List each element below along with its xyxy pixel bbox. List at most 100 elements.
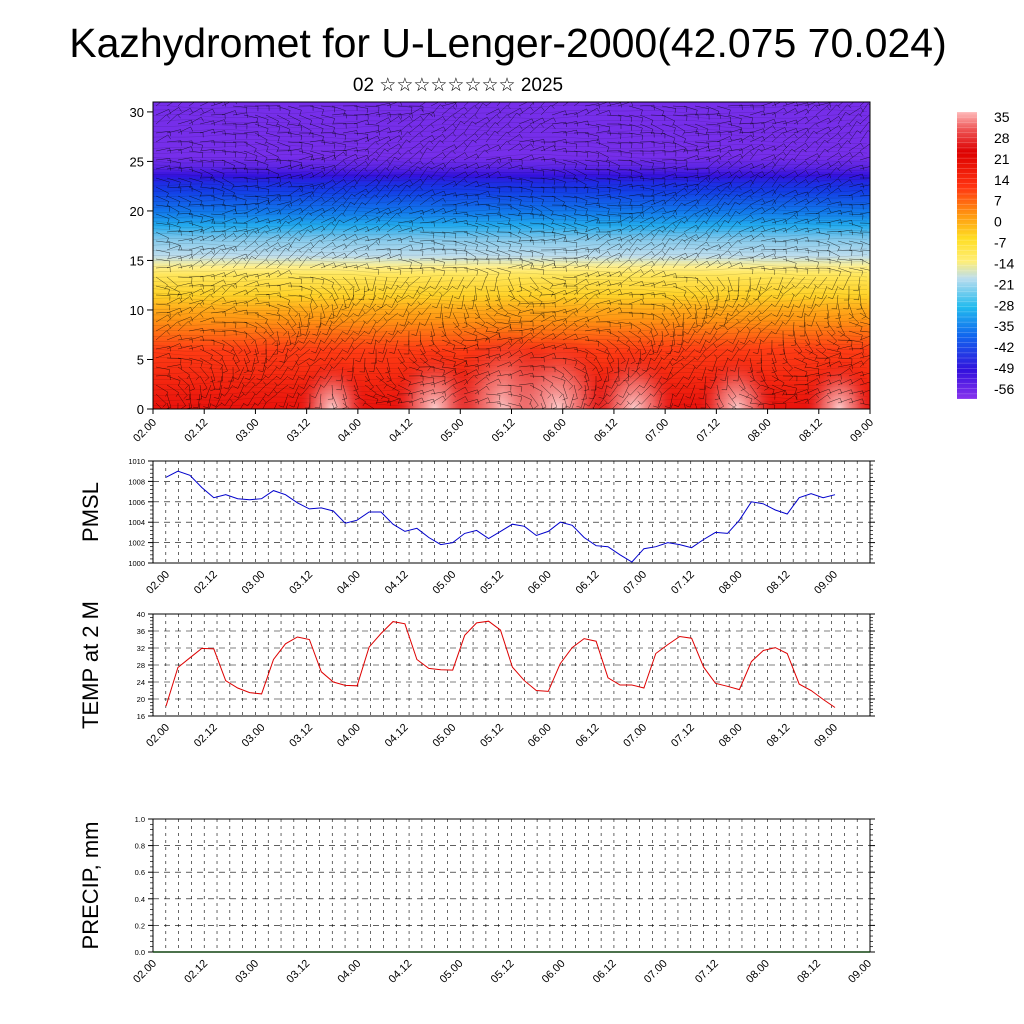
wind-barb xyxy=(298,366,311,380)
wind-barb xyxy=(653,393,663,408)
wind-barb xyxy=(221,102,237,107)
wind-barb xyxy=(342,185,357,197)
isotherm-line xyxy=(153,297,868,303)
wind-barb xyxy=(683,175,699,181)
wind-barb xyxy=(540,124,556,134)
wind-barb xyxy=(166,186,182,194)
wind-barb xyxy=(562,297,579,305)
y-tick-label: 1010 xyxy=(128,457,145,466)
wind-barb xyxy=(177,102,183,107)
wind-barb xyxy=(724,285,731,301)
wind-barb xyxy=(188,302,203,314)
wind-barb xyxy=(386,212,401,224)
temperature-band xyxy=(153,196,870,200)
wind-barb xyxy=(749,244,766,251)
wind-barb xyxy=(243,249,259,260)
wind-barb xyxy=(386,384,400,397)
temperature-band xyxy=(153,151,870,155)
wind-barb xyxy=(298,229,312,242)
wind-barb xyxy=(265,321,275,337)
wind-barb xyxy=(155,213,170,224)
wind-barb xyxy=(714,330,729,341)
wind-barb xyxy=(199,159,215,167)
wind-barb xyxy=(639,375,652,389)
wind-barb xyxy=(166,107,182,116)
wind-barb xyxy=(320,206,336,215)
wind-barb xyxy=(584,107,600,116)
wind-barb xyxy=(274,375,289,387)
wind-barb xyxy=(243,159,259,166)
wind-barb xyxy=(199,250,215,260)
wind-barb xyxy=(749,265,765,272)
wind-barb xyxy=(284,348,300,359)
wind-barb xyxy=(177,291,193,298)
wind-barb xyxy=(749,198,765,206)
wind-barb xyxy=(529,195,544,205)
temperature-band xyxy=(153,233,870,237)
wind-barb xyxy=(727,114,742,124)
wind-barb xyxy=(496,351,512,359)
wind-barb xyxy=(837,249,853,256)
wind-barb xyxy=(782,108,798,116)
wind-barb xyxy=(848,360,865,368)
wind-barb xyxy=(166,166,182,173)
wind-barb xyxy=(287,231,302,242)
isotherm-line xyxy=(153,252,868,259)
x-tick-label: 03.12 xyxy=(285,417,313,445)
wind-barb xyxy=(639,222,655,233)
wind-barb xyxy=(375,117,391,125)
wind-barb xyxy=(793,248,809,254)
wind-barb xyxy=(342,160,358,170)
wind-barb xyxy=(617,215,633,224)
wind-barb xyxy=(782,133,798,143)
wind-barb xyxy=(377,294,388,309)
wind-barb xyxy=(738,104,754,110)
wind-barb xyxy=(308,366,322,379)
wind-barb xyxy=(551,289,568,296)
wind-barb xyxy=(452,113,467,125)
wind-barb xyxy=(848,107,864,116)
wind-barb xyxy=(793,102,810,108)
wind-barb xyxy=(804,186,820,197)
wind-barb xyxy=(804,228,821,234)
wind-barb xyxy=(351,312,366,323)
wind-barb xyxy=(232,177,248,183)
wind-barb xyxy=(685,393,696,408)
wind-barb xyxy=(314,393,322,409)
wind-barb xyxy=(727,201,740,215)
wind-barb xyxy=(463,303,470,320)
wind-barb xyxy=(617,176,633,182)
wind-barb xyxy=(207,402,223,409)
wind-barb xyxy=(296,321,302,337)
wind-barb xyxy=(562,285,578,292)
wind-barb xyxy=(705,159,721,170)
wind-barb xyxy=(683,294,692,310)
wind-barb xyxy=(584,339,600,347)
wind-barb xyxy=(397,400,413,406)
wind-barb xyxy=(320,165,337,171)
wind-barb xyxy=(848,231,864,239)
wind-barb xyxy=(848,378,864,386)
wind-barb xyxy=(782,189,799,197)
colorbar-tick-label: 14 xyxy=(994,172,1010,188)
wind-barb xyxy=(320,402,322,409)
wind-barb xyxy=(661,283,677,289)
wind-barb xyxy=(639,312,655,321)
wind-barb xyxy=(859,103,870,116)
wind-barb xyxy=(342,193,356,206)
wind-barb xyxy=(573,186,589,193)
wind-barb xyxy=(308,303,314,320)
wind-barb xyxy=(826,187,842,197)
x-tick-label: 07.12 xyxy=(669,722,697,750)
wind-barb xyxy=(771,167,786,179)
wind-barb xyxy=(804,102,821,107)
wind-barb xyxy=(607,123,622,129)
wind-barb xyxy=(441,384,457,395)
wind-barb xyxy=(252,384,267,396)
wind-barb xyxy=(650,250,666,260)
wind-barb xyxy=(727,169,743,179)
wind-barb xyxy=(650,357,663,371)
wind-barb xyxy=(860,177,870,179)
wind-barb xyxy=(155,240,171,248)
wind-barb xyxy=(595,130,611,136)
